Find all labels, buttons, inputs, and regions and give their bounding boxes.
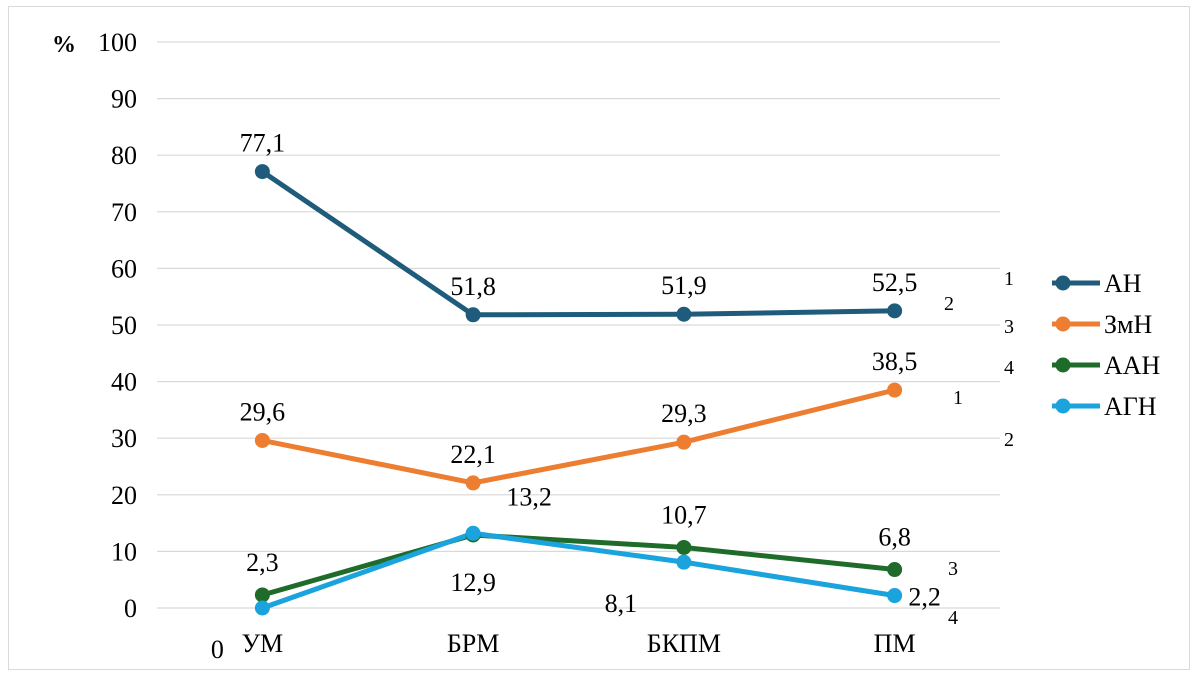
data-point xyxy=(676,306,692,322)
series-line xyxy=(261,532,895,598)
data-label: 12,9 xyxy=(450,568,496,597)
x-axis-ticks: УМ БРМ БКПМ ПМ xyxy=(242,629,916,658)
data-point xyxy=(254,164,270,180)
x-tick-label: БКПМ xyxy=(647,629,721,658)
annotation-number: 2 xyxy=(1004,429,1014,451)
data-point xyxy=(254,600,270,616)
data-label: 52,5 xyxy=(872,268,918,297)
legend-marker xyxy=(1055,275,1071,291)
data-point xyxy=(887,588,903,604)
y-tick-label: 70 xyxy=(111,198,137,227)
series-line xyxy=(260,169,895,318)
annotation-number: 3 xyxy=(1004,316,1014,338)
y-axis-label: % xyxy=(52,32,76,58)
data-label: 10,7 xyxy=(661,500,707,529)
annotation-number: 4 xyxy=(948,607,958,629)
y-tick-label: 10 xyxy=(111,537,137,566)
annotation-number: 4 xyxy=(1004,357,1014,379)
y-tick-label: 0 xyxy=(124,594,137,623)
data-point xyxy=(887,303,903,319)
legend-marker xyxy=(1055,398,1071,414)
data-label: 8,1 xyxy=(605,589,638,618)
data-point xyxy=(465,307,481,323)
y-tick-label: 50 xyxy=(111,311,137,340)
data-point xyxy=(676,554,692,570)
x-tick-label: ПМ xyxy=(874,629,916,658)
data-label: 51,8 xyxy=(450,272,496,301)
y-tick-label: 60 xyxy=(111,254,137,283)
y-tick-label: 100 xyxy=(98,28,137,57)
legend-item-label: ААН xyxy=(1104,351,1161,380)
data-label: 51,9 xyxy=(661,271,707,300)
data-point xyxy=(887,382,903,398)
legend: АН ЗмН ААН АГН xyxy=(1052,269,1161,421)
data-point xyxy=(465,475,481,491)
data-label: 2,2 xyxy=(908,583,941,612)
x-tick-label: УМ xyxy=(242,629,284,658)
annotation-number: 2 xyxy=(944,293,954,315)
series-line xyxy=(261,387,896,486)
y-tick-label: 40 xyxy=(111,368,137,397)
data-label: 38,5 xyxy=(872,347,918,376)
x-tick-label: БРМ xyxy=(447,629,500,658)
data-label: 29,3 xyxy=(661,399,707,428)
data-label: 29,6 xyxy=(240,397,286,426)
data-label: 13,2 xyxy=(506,482,552,511)
y-tick-label: 80 xyxy=(111,141,137,170)
legend-marker xyxy=(1055,357,1071,373)
annotation-number: 1 xyxy=(1004,268,1014,290)
chart-frame xyxy=(8,6,1190,670)
data-point xyxy=(465,525,481,541)
series-points xyxy=(254,164,903,616)
y-tick-label: 30 xyxy=(111,424,137,453)
data-point xyxy=(254,432,270,448)
legend-item-label: ЗмН xyxy=(1104,310,1152,339)
data-label: 0 xyxy=(211,635,224,664)
data-label: 77,1 xyxy=(240,129,286,158)
data-label: 6,8 xyxy=(878,523,911,552)
y-tick-label: 20 xyxy=(111,481,137,510)
annotations: 1 2 3 4 1 2 3 4 xyxy=(944,268,1014,629)
data-label: 22,1 xyxy=(450,440,496,469)
gridlines xyxy=(157,41,1000,609)
data-label: 2,3 xyxy=(246,548,279,577)
annotation-number: 1 xyxy=(953,387,963,409)
series-lines xyxy=(260,169,896,611)
data-point xyxy=(254,587,270,603)
data-point xyxy=(887,562,903,578)
data-point xyxy=(676,539,692,555)
y-axis-ticks: 0 10 20 30 40 50 60 70 80 90 100 xyxy=(98,28,137,623)
legend-item-label: АН xyxy=(1104,269,1142,298)
legend-item-label: АГН xyxy=(1104,392,1157,421)
annotation-number: 3 xyxy=(948,558,958,580)
y-tick-label: 90 xyxy=(111,85,137,114)
series-line xyxy=(261,530,896,611)
data-point xyxy=(676,434,692,450)
legend-marker xyxy=(1055,316,1071,332)
data-labels: 77,1 51,8 51,9 52,5 29,6 22,1 29,3 38,5 2,3 12,9 1… xyxy=(211,129,941,664)
